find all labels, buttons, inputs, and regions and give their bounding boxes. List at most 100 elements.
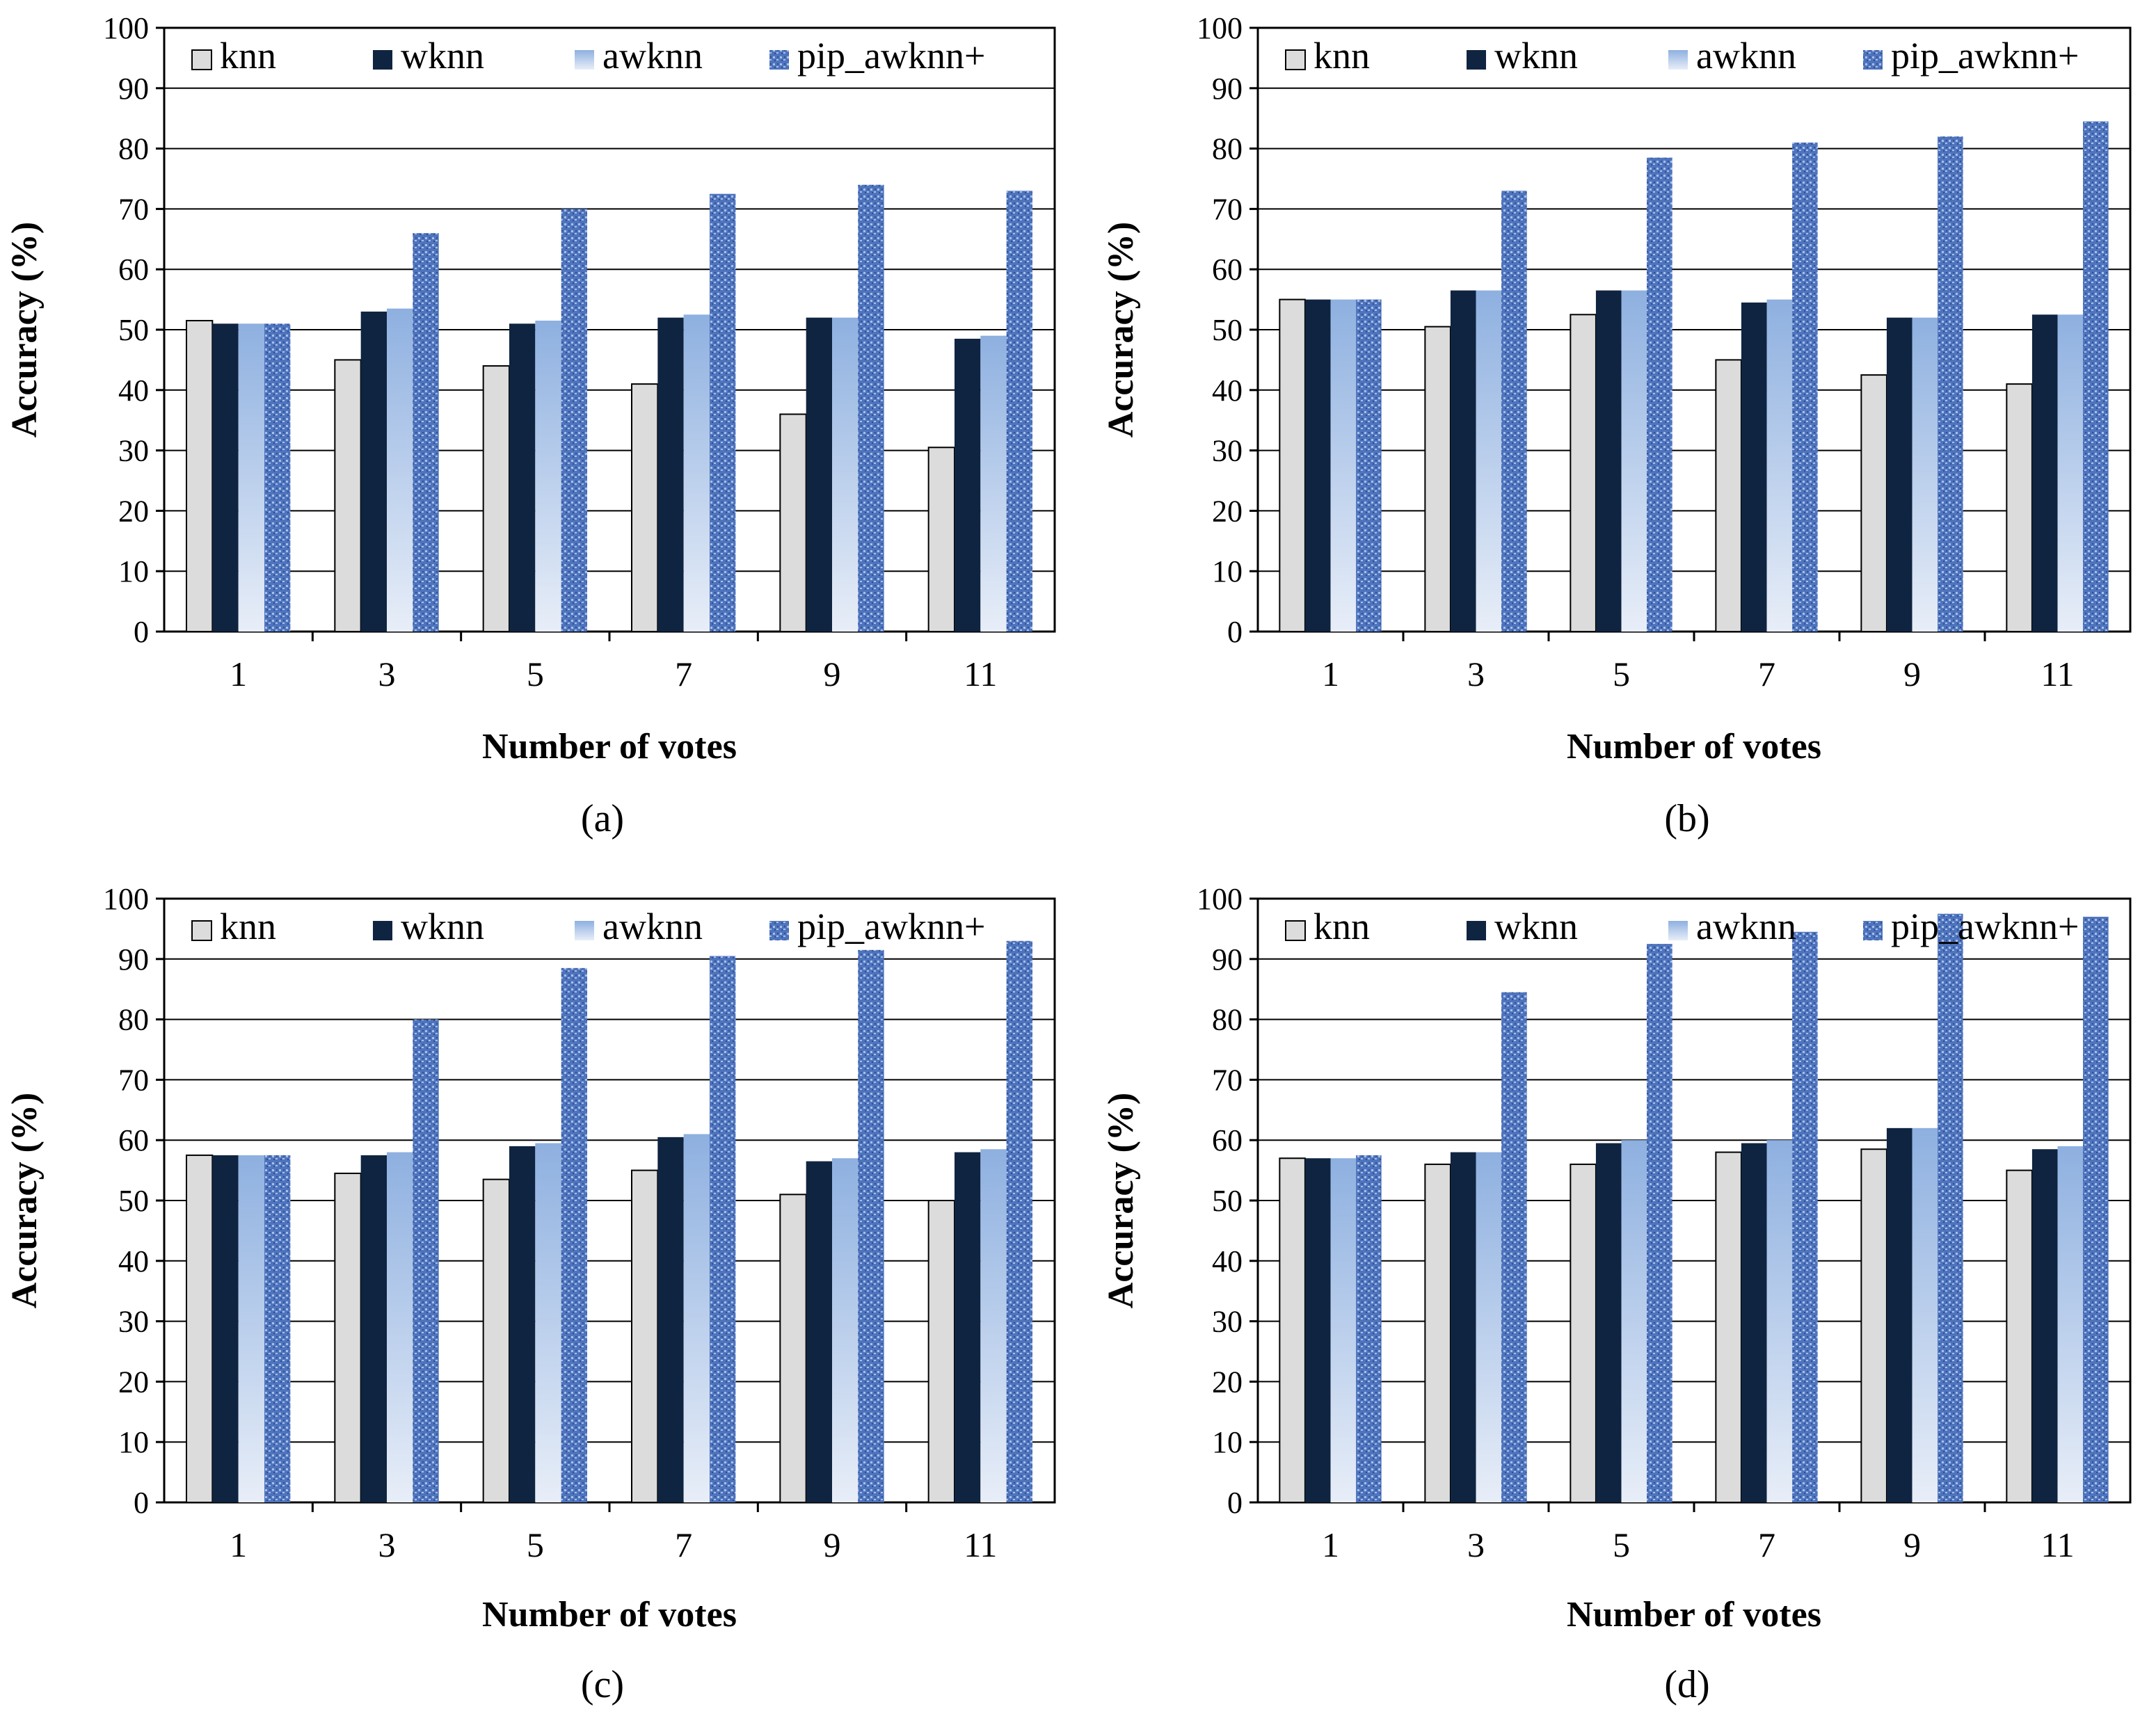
bar-wknn-3 (1450, 1152, 1476, 1502)
bar-pip-awknn-1 (264, 1155, 291, 1502)
bar-knn-5 (482, 365, 511, 633)
chart-panel-b: 0 10 20 30 40 50 60 70 80 90 100 1 3 5 7 9 11 Number of v… (1101, 11, 2132, 840)
y-tick-label: 90 (1212, 942, 1243, 977)
bar-wknn-5 (509, 323, 536, 632)
y-tick-label: 20 (1212, 494, 1243, 528)
y-tick-label: 40 (118, 1244, 149, 1278)
x-axis-title: Number of votes (1567, 1595, 1821, 1635)
bar-awknn-7 (683, 314, 710, 632)
bar-wknn-3 (360, 1155, 387, 1502)
bar-wknn-5 (509, 1146, 536, 1502)
legend-swatch-awknn (575, 50, 594, 70)
y-axis-title: Accuracy (%) (1101, 1093, 1141, 1308)
y-tick-label: 60 (1212, 252, 1243, 287)
legend-label-wknn: wknn (1494, 906, 1578, 947)
bar-pip-awknn-7 (1792, 931, 1818, 1502)
bar-awknn-9 (1912, 1127, 1938, 1502)
bar-knn-9 (779, 413, 807, 633)
y-tick-label: 80 (118, 1003, 149, 1037)
bar-wknn-11 (955, 1152, 981, 1502)
legend-label-awknn: awknn (602, 35, 703, 77)
bar-pip-awknn-5 (561, 968, 587, 1502)
bar-awknn-1 (238, 323, 264, 632)
bar-wknn-9 (806, 317, 832, 632)
bar-wknn-3 (360, 311, 387, 632)
x-tick-label: 3 (378, 1525, 396, 1564)
legend-label-knn: knn (220, 906, 276, 947)
bar-awknn-7 (1766, 299, 1793, 632)
x-tick-label: 1 (230, 1525, 247, 1564)
x-tick-label: 3 (1467, 1525, 1485, 1564)
panel-label: (c) (581, 1663, 624, 1706)
x-tick-label: 11 (2041, 1525, 2074, 1564)
bar-pip-awknn-7 (1792, 142, 1818, 632)
y-tick-label: 80 (118, 132, 149, 166)
bar-awknn-3 (1476, 1152, 1502, 1502)
legend-swatch-pip-awknn (769, 50, 789, 70)
bar-wknn-1 (212, 1155, 239, 1502)
y-tick-label: 70 (1212, 192, 1243, 226)
bar-pip-awknn-11 (2083, 121, 2109, 632)
bar-pip-awknn-9 (858, 949, 884, 1502)
x-tick-label: 7 (675, 655, 692, 693)
bar-pip-awknn-9 (1938, 136, 1963, 632)
bar-awknn-3 (387, 1152, 413, 1502)
y-tick-label: 20 (1212, 1365, 1243, 1399)
bar-pip-awknn-1 (1356, 299, 1382, 632)
bar-awknn-7 (683, 1134, 710, 1502)
bar-pip-awknn-1 (264, 323, 291, 632)
bar-knn-1 (1279, 298, 1306, 632)
legend-label-knn: knn (220, 35, 276, 77)
x-tick-label: 11 (964, 655, 997, 693)
x-tick-label: 7 (1758, 1525, 1775, 1564)
y-tick-label: 50 (1212, 1184, 1243, 1218)
bar-awknn-7 (1766, 1140, 1793, 1502)
x-tick-label: 1 (1322, 1525, 1339, 1564)
bar-pip-awknn-7 (710, 956, 736, 1502)
chart-panel-a: 0 10 20 30 40 50 60 70 80 90 100 1 3 5 7 9 11 Number of v… (5, 11, 1056, 840)
y-tick-label: 90 (1212, 72, 1243, 106)
legend-label-awknn: awknn (602, 906, 703, 947)
y-tick-label: 50 (1212, 313, 1243, 347)
x-tick-label: 7 (675, 1525, 692, 1564)
panel-label: (a) (581, 797, 624, 840)
bar-knn-1 (186, 1154, 214, 1504)
x-tick-label: 1 (1322, 655, 1339, 693)
bar-pip-awknn-5 (1647, 157, 1672, 632)
y-tick-label: 40 (1212, 1244, 1243, 1278)
y-tick-label: 20 (118, 494, 149, 528)
bar-awknn-5 (535, 1143, 561, 1502)
legend-swatch-knn (191, 920, 212, 941)
bar-pip-awknn-9 (1938, 913, 1963, 1502)
legend-swatch-wknn (1467, 921, 1486, 940)
bar-wknn-1 (1304, 299, 1331, 632)
bar-knn-11 (2006, 383, 2033, 632)
x-tick-label: 9 (1903, 655, 1921, 693)
bar-wknn-1 (212, 323, 239, 632)
bar-knn-5 (1570, 1163, 1597, 1504)
y-axis-title: Accuracy (%) (1101, 222, 1141, 437)
y-tick-label: 30 (1212, 1305, 1243, 1339)
legend-swatch-knn (1285, 49, 1306, 70)
y-tick-label: 100 (103, 11, 149, 45)
bar-pip-awknn-7 (710, 193, 736, 632)
bar-wknn-1 (1304, 1158, 1331, 1502)
y-tick-label: 0 (1227, 615, 1243, 649)
x-tick-label: 3 (378, 655, 396, 693)
y-tick-label: 100 (1197, 882, 1243, 916)
y-tick-label: 10 (1212, 1425, 1243, 1459)
legend-swatch-pip-awknn (1863, 921, 1883, 940)
bar-awknn-11 (980, 335, 1007, 632)
bar-wknn-3 (1450, 290, 1476, 632)
bar-wknn-7 (1741, 302, 1767, 632)
bar-pip-awknn-3 (1501, 191, 1527, 632)
y-tick-label: 0 (134, 1486, 149, 1520)
legend-swatch-pip-awknn (1863, 50, 1883, 70)
bar-wknn-9 (1886, 1127, 1913, 1502)
bar-awknn-1 (1330, 1158, 1357, 1502)
bar-pip-awknn-9 (858, 184, 884, 632)
chart-panel-d: 0 10 20 30 40 50 60 70 80 90 100 1 3 5 7 9 11 Number of v… (1101, 882, 2132, 1706)
legend-label-wknn: wknn (1494, 35, 1578, 77)
y-tick-label: 70 (118, 192, 149, 226)
